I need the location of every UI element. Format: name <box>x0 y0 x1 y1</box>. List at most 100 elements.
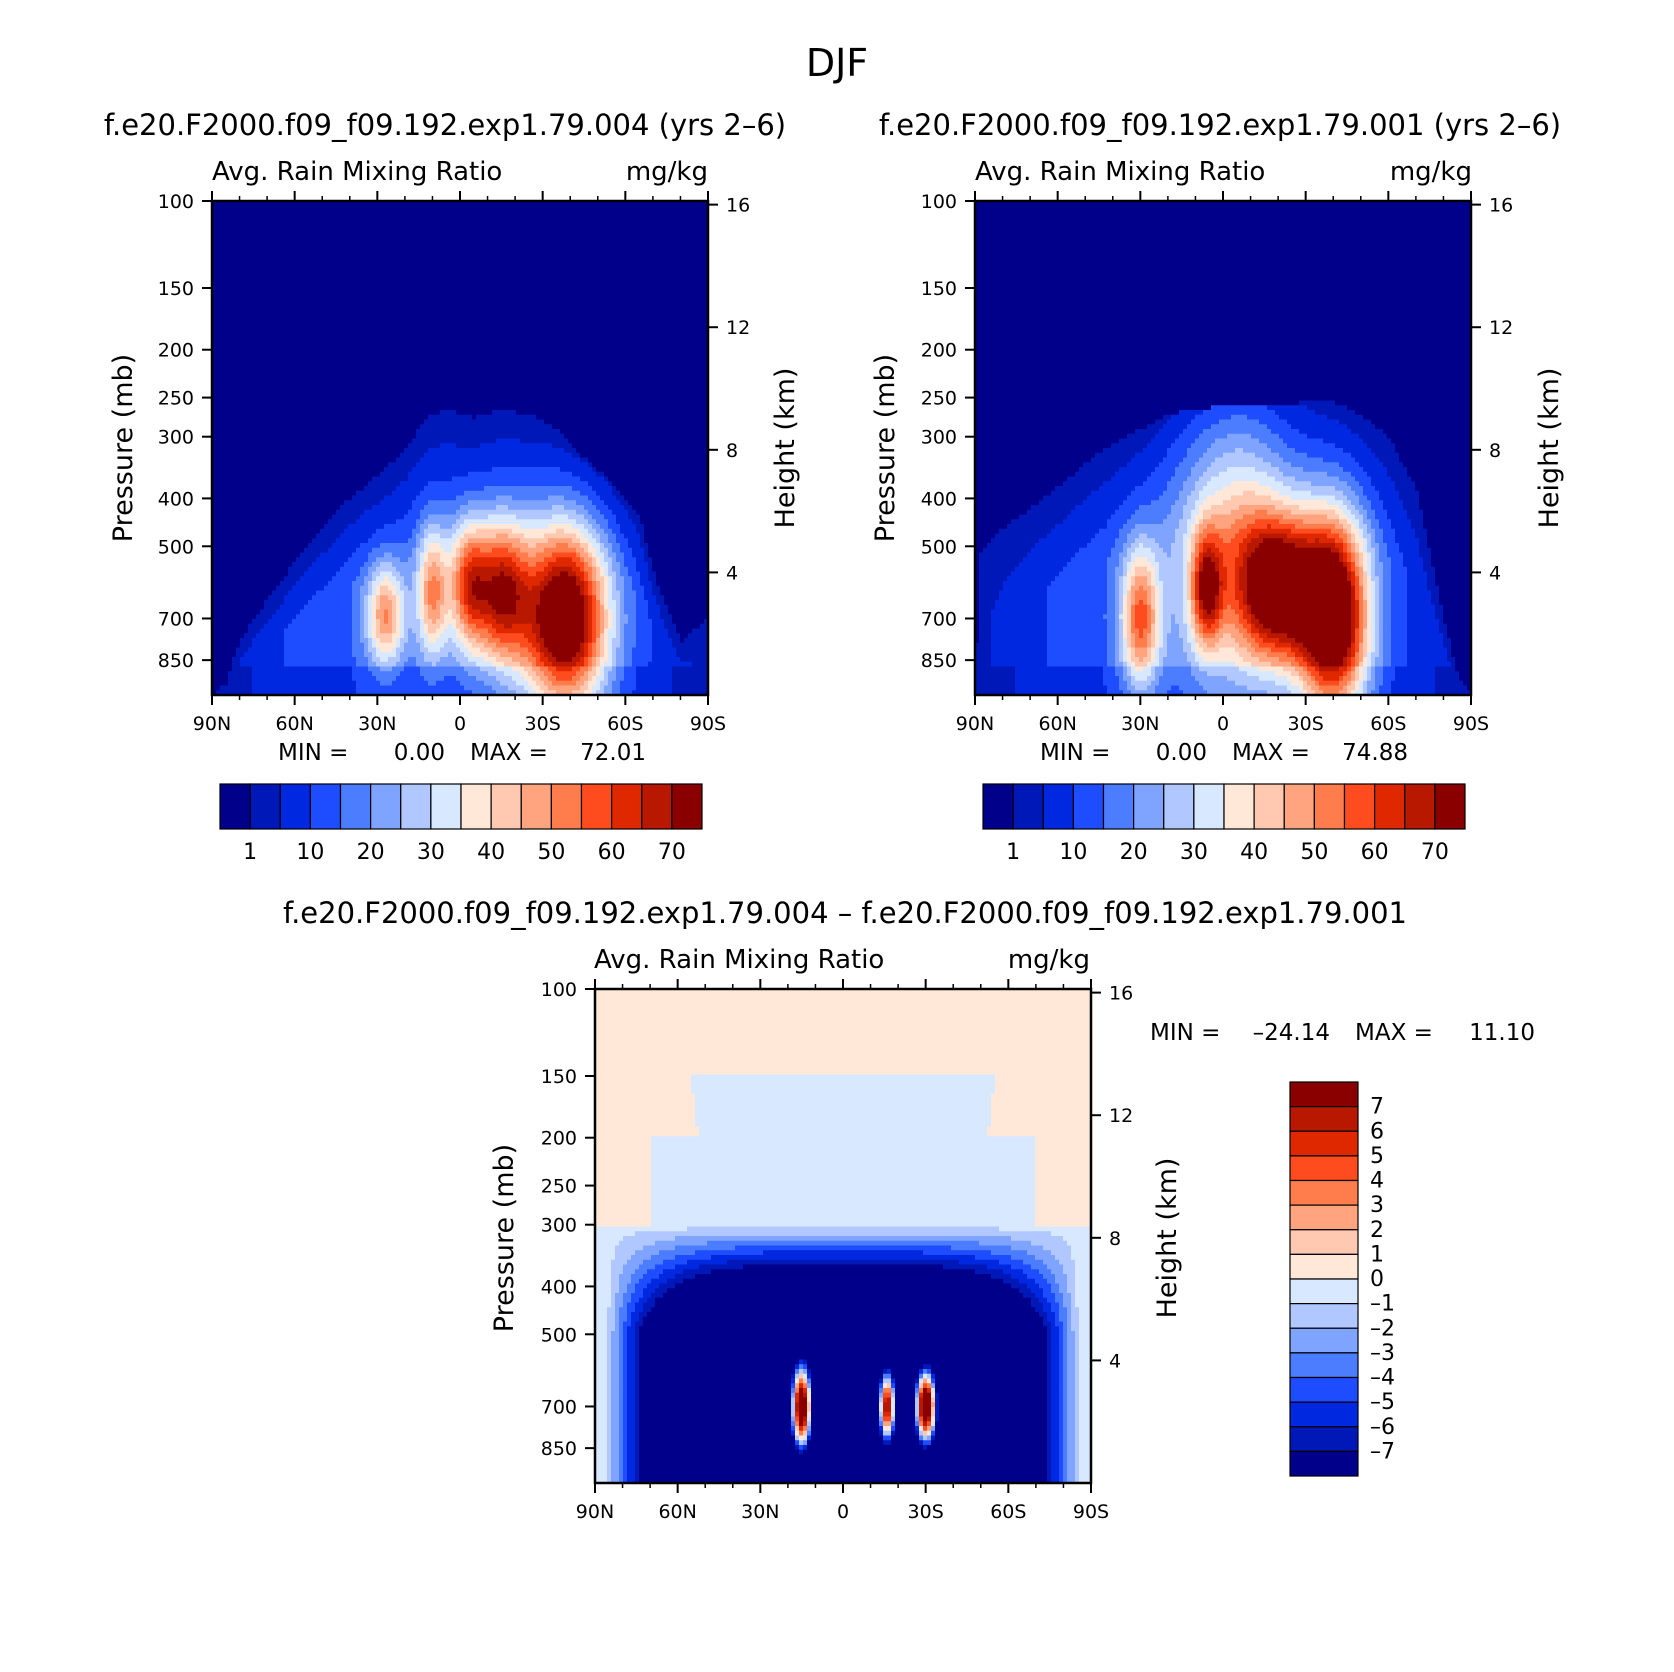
contour-cell <box>1363 519 1372 525</box>
contour-cell <box>1107 590 1116 596</box>
contour-cell <box>795 1388 800 1394</box>
contour-cell <box>1343 671 1348 677</box>
contour-field <box>975 201 1472 696</box>
contour-cell <box>1347 519 1352 525</box>
contour-cell <box>468 524 521 530</box>
contour-cell <box>1367 543 1372 549</box>
contour-cell <box>576 547 585 554</box>
contour-cell <box>991 623 1048 630</box>
contour-cell <box>548 562 577 568</box>
contour-cell <box>420 585 425 592</box>
contour-cell <box>212 334 709 340</box>
contour-cell <box>248 628 261 634</box>
contour-cell <box>1439 600 1472 606</box>
contour-cell <box>1127 590 1132 596</box>
contour-cell <box>1131 652 1136 658</box>
contour-cell <box>548 581 577 587</box>
contour-cell <box>1155 642 1160 649</box>
contour-cell <box>607 1454 612 1460</box>
contour-cell <box>675 1255 712 1261</box>
contour-cell <box>596 676 605 682</box>
contour-cell <box>1399 452 1472 459</box>
contour-cell <box>1147 685 1156 691</box>
contour-cell <box>1031 547 1080 554</box>
contour-cell <box>372 581 381 587</box>
contour-cell <box>1135 595 1148 601</box>
contour-cell <box>396 647 405 653</box>
contour-cell <box>1383 500 1404 506</box>
contour-cell <box>991 652 1048 658</box>
contour-cell <box>636 614 649 620</box>
contour-cell <box>895 1388 916 1394</box>
contour-cell <box>1123 562 1128 568</box>
y-axis-label: Pressure (mb) <box>489 1144 520 1332</box>
contour-cell <box>352 671 373 677</box>
contour-cell <box>604 638 609 644</box>
colorbar-swatch <box>1289 1106 1359 1132</box>
contour-cell <box>635 1354 640 1361</box>
contour-cell <box>647 1269 664 1275</box>
contour-cell <box>428 647 441 653</box>
contour-cell <box>595 1250 616 1256</box>
contour-cell <box>1103 666 1116 672</box>
contour-cell <box>400 633 405 639</box>
contour-cell <box>811 1388 880 1394</box>
contour-cell <box>919 1416 924 1422</box>
contour-cell <box>572 676 581 682</box>
contour-cell <box>1119 576 1124 582</box>
contour-cell <box>532 642 541 649</box>
contour-cell <box>1163 604 1184 611</box>
contour-cell <box>372 614 377 620</box>
contour-cell <box>1051 1430 1060 1437</box>
contour-cell <box>636 566 649 573</box>
contour-cell <box>360 543 381 549</box>
contour-cell <box>595 1217 652 1223</box>
contour-cell <box>552 661 577 668</box>
contour-cell <box>1067 1354 1076 1361</box>
contour-cell <box>212 676 229 682</box>
contour-cell <box>615 1250 636 1256</box>
contour-cell <box>1379 585 1384 592</box>
contour-cell <box>520 438 569 444</box>
contour-cell <box>891 1435 920 1441</box>
contour-cell <box>611 1440 620 1446</box>
contour-cell <box>1159 595 1164 601</box>
max-value: 74.88 <box>1342 740 1408 766</box>
contour-cell <box>1071 509 1116 516</box>
contour-cell <box>552 576 577 582</box>
contour-cell <box>1047 1354 1052 1361</box>
contour-cell <box>1203 623 1208 630</box>
contour-cell <box>935 1421 1048 1427</box>
contour-cell <box>388 609 393 615</box>
contour-cell <box>548 657 557 663</box>
contour-cell <box>1147 424 1164 430</box>
contour-cell <box>516 600 541 606</box>
contour-cell <box>915 1411 920 1418</box>
contour-cell <box>595 1426 608 1432</box>
contour-cell <box>1371 633 1376 639</box>
contour-cell <box>476 623 493 630</box>
y-tick-label: 150 <box>921 278 957 300</box>
contour-cell <box>1407 628 1440 634</box>
contour-cell <box>588 604 593 611</box>
contour-cell <box>631 1278 640 1285</box>
contour-cell <box>1123 576 1128 582</box>
contour-cell <box>1419 490 1472 497</box>
contour-cell <box>536 633 541 639</box>
contour-cell <box>1187 424 1212 430</box>
contour-cell <box>604 642 609 649</box>
contour-cell <box>623 1435 628 1441</box>
contour-cell <box>799 1426 804 1432</box>
contour-cell <box>1407 509 1424 516</box>
contour-cell <box>611 1473 620 1479</box>
contour-cell <box>975 315 1472 321</box>
contour-cell <box>652 557 709 563</box>
contour-cell <box>1407 661 1452 668</box>
contour-cell <box>260 628 285 634</box>
x-tick-label: 60S <box>607 713 643 735</box>
contour-cell <box>392 614 397 620</box>
contour-cell <box>352 581 365 587</box>
contour-cell <box>595 1264 612 1270</box>
contour-cell <box>891 1430 896 1437</box>
contour-cell <box>1163 633 1168 639</box>
